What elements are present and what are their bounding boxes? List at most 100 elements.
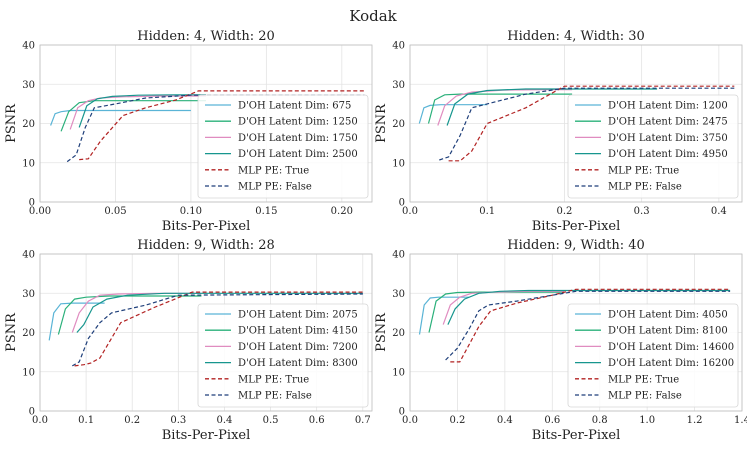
legend-label: D'OH Latent Dim: 8300 [238, 358, 358, 369]
y-tick-label: 10 [22, 367, 35, 378]
y-tick-label: 30 [392, 289, 405, 300]
y-tick-label: 30 [392, 80, 405, 91]
y-tick-label: 20 [22, 119, 35, 130]
x-tick-label: 1.2 [687, 415, 703, 426]
x-tick-label: 0.2 [449, 415, 465, 426]
series-line [78, 94, 206, 128]
legend: D'OH Latent Dim: 4050 D'OH Latent Dim: 81… [567, 303, 739, 408]
axes-frame [39, 44, 373, 203]
x-tick-label: 0.10 [180, 206, 202, 217]
x-tick-label: 0.4 [497, 415, 513, 426]
legend-label: D'OH Latent Dim: 4150 [238, 326, 358, 337]
series-line [57, 295, 202, 335]
chart-panel: 0.00 0.05 0.10 0.15 0.20 0 10 20 30 40 Hidden: 4, … [4, 29, 373, 234]
y-tick-label: 0 [29, 407, 35, 418]
series-line [448, 85, 735, 162]
legend-label: MLP PE: False [608, 391, 682, 402]
legend-box [567, 94, 739, 199]
y-tick-label: 10 [392, 367, 405, 378]
y-tick-label: 10 [392, 158, 405, 169]
series-line [79, 90, 365, 161]
x-tick-label: 0.2 [124, 415, 140, 426]
series-line [76, 292, 363, 333]
series-line [71, 293, 363, 367]
legend-label: MLP PE: False [608, 182, 682, 193]
x-tick-label: 0.3 [634, 206, 650, 217]
series-line [450, 288, 731, 363]
chart-panel: 0.0 0.1 0.2 0.3 0.4 0.5 0.6 0.7 0 10 20 30 40 Hidden:… [4, 238, 373, 443]
chart-panel: 0.0 0.2 0.4 0.6 0.8 1.0 1.2 1.4 0 10 20 30 40 Hidden:… [374, 238, 747, 443]
x-tick-label: 0.2 [556, 206, 572, 217]
series-line [50, 109, 191, 126]
legend-label: D'OH Latent Dim: 14600 [608, 342, 734, 353]
series-line [442, 290, 565, 325]
x-tick-label: 0.4 [216, 415, 232, 426]
x-tick-label: 0.05 [104, 206, 126, 217]
y-tick-label: 20 [392, 328, 405, 339]
y-tick-label: 0 [399, 407, 405, 418]
y-axis-label: PSNR [374, 312, 389, 352]
legend-label: D'OH Latent Dim: 2500 [238, 149, 358, 160]
y-tick-label: 30 [22, 289, 35, 300]
legend-label: D'OH Latent Dim: 1750 [238, 133, 358, 144]
series-line [48, 302, 105, 341]
legend-label: MLP PE: False [238, 391, 312, 402]
y-tick-label: 40 [392, 250, 405, 261]
legend-label: D'OH Latent Dim: 1200 [608, 101, 728, 112]
legend: D'OH Latent Dim: 2075 D'OH Latent Dim: 41… [197, 303, 369, 408]
legend-label: MLP PE: True [608, 374, 679, 385]
y-tick-label: 20 [392, 119, 405, 130]
series-line [418, 296, 470, 335]
y-axis-label: PSNR [374, 103, 389, 143]
y-axis-label: PSNR [4, 312, 19, 352]
legend: D'OH Latent Dim: 675 D'OH Latent Dim: 125… [197, 94, 369, 199]
x-tick-label: 0.7 [355, 415, 371, 426]
x-axis-label: Bits-Per-Pixel [162, 219, 251, 234]
legend-label: D'OH Latent Dim: 3750 [608, 133, 728, 144]
x-axis-label: Bits-Per-Pixel [162, 428, 251, 443]
legend-label: D'OH Latent Dim: 4950 [608, 149, 728, 160]
legend-box [197, 303, 369, 408]
y-tick-label: 30 [22, 80, 35, 91]
y-tick-label: 40 [22, 41, 35, 52]
legend-label: MLP PE: True [238, 165, 309, 176]
legend-box [197, 94, 369, 199]
y-tick-label: 0 [399, 198, 405, 209]
x-tick-label: 0.4 [711, 206, 727, 217]
series-line [446, 88, 658, 126]
chart-title: Hidden: 4, Width: 20 [137, 29, 275, 44]
x-tick-label: 1.4 [734, 415, 747, 426]
y-tick-label: 40 [392, 41, 405, 52]
legend-label: MLP PE: False [238, 182, 312, 193]
x-tick-label: 0.6 [309, 415, 325, 426]
x-tick-label: 0.1 [78, 415, 94, 426]
x-tick-label: 0.20 [331, 206, 353, 217]
series-line [447, 289, 731, 325]
x-tick-label: 0.0 [402, 415, 418, 426]
x-tick-label: 1.0 [639, 415, 655, 426]
axes-frame [409, 44, 743, 203]
legend-label: MLP PE: True [608, 165, 679, 176]
legend-label: D'OH Latent Dim: 7200 [238, 342, 358, 353]
legend-label: MLP PE: True [238, 374, 309, 385]
x-tick-label: 0.5 [263, 415, 279, 426]
x-tick-label: 0.1 [479, 206, 495, 217]
y-axis-label: PSNR [4, 103, 19, 143]
legend-label: D'OH Latent Dim: 4050 [608, 310, 728, 321]
y-tick-label: 40 [22, 250, 35, 261]
x-tick-label: 0.00 [29, 206, 51, 217]
x-tick-label: 0.15 [255, 206, 277, 217]
chart-title: Hidden: 9, Width: 28 [137, 238, 275, 253]
series-line [439, 87, 735, 161]
legend-box [567, 303, 739, 408]
legend-label: D'OH Latent Dim: 16200 [608, 358, 734, 369]
y-tick-label: 10 [22, 158, 35, 169]
chart-title: Hidden: 9, Width: 40 [507, 238, 645, 253]
legend-label: D'OH Latent Dim: 675 [238, 101, 351, 112]
series-line [418, 104, 488, 124]
chart-panel: 0.0 0.1 0.2 0.3 0.4 0 10 20 30 40 Hidden: 4, Width… [374, 29, 743, 234]
y-tick-label: 20 [22, 328, 35, 339]
legend-label: D'OH Latent Dim: 1250 [238, 117, 358, 128]
x-tick-label: 0.3 [170, 415, 186, 426]
